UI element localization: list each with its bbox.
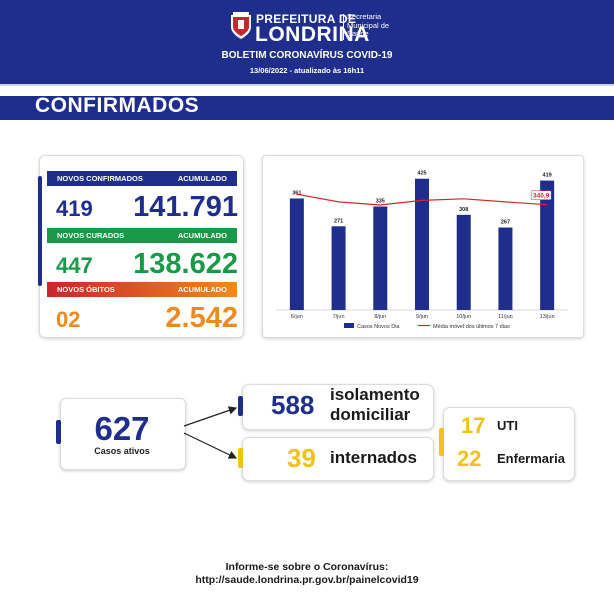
bar-data-label: 267: [501, 220, 510, 226]
bar-data-label: 308: [459, 207, 468, 213]
deaths-acc-value: 2.542: [165, 302, 238, 334]
x-tick-label: 6/jun: [291, 314, 303, 320]
hospital-breakdown-card: [443, 407, 575, 481]
active-cases-value: 627: [94, 410, 150, 447]
bar-data-label: 425: [417, 171, 426, 177]
header-banner: [0, 0, 614, 86]
deaths-label: NOVOS ÓBITOS: [57, 285, 115, 294]
bar-data-label: 335: [376, 199, 385, 205]
recovered-header: NOVOS CURADOS ACUMULADO: [47, 228, 237, 243]
hospital-accent-bar: [238, 448, 243, 468]
bulletin-date: 13/06/2022 - atualizado às 16h11: [249, 66, 365, 75]
hospital-value: 39: [287, 443, 316, 473]
recovered-new-value: 447: [56, 253, 93, 278]
moving-average-line: [296, 193, 548, 206]
arrow-to-isolation: [183, 406, 238, 427]
bar-8/jun: [373, 206, 388, 310]
city-crest-icon: [231, 12, 251, 39]
legend-line-label: Média móvel dos últimos 7 dias: [433, 324, 510, 330]
confirmed-acc-value: 141.791: [133, 191, 238, 223]
section-title: CONFIRMADOS: [35, 94, 200, 117]
x-tick-label: 7/jun: [333, 314, 345, 320]
x-tick-label: 13/jun: [540, 314, 555, 320]
section-band: [0, 96, 614, 120]
legend-bar-swatch: [344, 323, 354, 328]
x-tick-label: 9/jun: [416, 314, 428, 320]
x-tick-label: 11/jun: [498, 314, 513, 320]
confirmed-acc-label: ACUMULADO: [177, 174, 227, 183]
isolation-value: 588: [271, 390, 315, 420]
last-value-box: [530, 190, 552, 200]
footer-info: Informe-se sobre o Coronavírus:: [225, 561, 389, 573]
arrow-to-hospital: [183, 432, 238, 459]
recovered-acc-label: ACUMULADO: [177, 231, 227, 240]
last-value-label: 340,9: [533, 192, 550, 199]
bar-data-label: 361: [292, 190, 301, 196]
stats-accent-bar: [38, 176, 42, 286]
recovered-label: NOVOS CURADOS: [57, 231, 125, 240]
confirmed-label: NOVOS CONFIRMADOS: [57, 174, 143, 183]
deaths-header: NOVOS ÓBITOS ACUMULADO: [47, 282, 237, 297]
ward-label: Enfermaria: [497, 451, 565, 466]
confirmed-new-value: 419: [56, 196, 93, 221]
isolation-accent-bar: [238, 396, 243, 416]
bar-10/jun: [456, 214, 471, 310]
uti-label: UTI: [497, 418, 518, 433]
recovered-acc-value: 138.622: [133, 248, 238, 280]
brand-divider: [343, 14, 344, 40]
uti-value: 17: [461, 413, 486, 438]
confirmed-header: NOVOS CONFIRMADOS ACUMULADO: [47, 171, 237, 186]
deaths-new-value: 02: [56, 307, 81, 332]
bar-data-label: 271: [334, 218, 343, 224]
isolation-label-line2: domiciliar: [330, 405, 411, 424]
hospital-label: internados: [330, 448, 417, 467]
isolation-card: [242, 384, 434, 430]
bar-9/jun: [415, 178, 429, 310]
active-cases-label: Casos ativos: [94, 446, 150, 456]
breakdown-accent-bar: [439, 428, 444, 456]
active-accent-bar: [56, 420, 61, 444]
x-tick-label: 10/jun: [456, 314, 471, 320]
x-tick-label: 8/jun: [374, 314, 386, 320]
legend-bar-label: Casos Novos Dia: [357, 324, 400, 330]
ward-value: 22: [457, 446, 482, 471]
brand-name: LONDRINA: [255, 23, 370, 46]
brand-secretaria: Secretaria Municipal de Saúde: [347, 12, 390, 38]
bar-data-label: 419: [543, 173, 552, 179]
isolation-label: isolamento domiciliar: [330, 385, 420, 425]
bar-6/jun: [289, 198, 304, 310]
active-cases-card: [60, 398, 186, 470]
bulletin-title: BOLETIM CORONAVÍRUS COVID-19: [221, 50, 393, 61]
footer-link[interactable]: http://saude.londrina.pr.gov.br/painelco…: [195, 574, 419, 586]
hospital-card: [242, 437, 434, 481]
deaths-acc-label: ACUMULADO: [177, 285, 227, 294]
isolation-label-line1: isolamento: [330, 385, 420, 404]
flow-arrows: [183, 406, 238, 459]
bar-11/jun: [498, 227, 513, 310]
cases-chart: 361 6/jun 271 7/jun 335 8/jun 425 9/jun 308 10/ju…: [276, 171, 568, 330]
brand-top-text: PREFEITURA DE: [256, 12, 357, 26]
bar-7/jun: [331, 226, 346, 310]
bar-13/jun: [540, 180, 555, 310]
